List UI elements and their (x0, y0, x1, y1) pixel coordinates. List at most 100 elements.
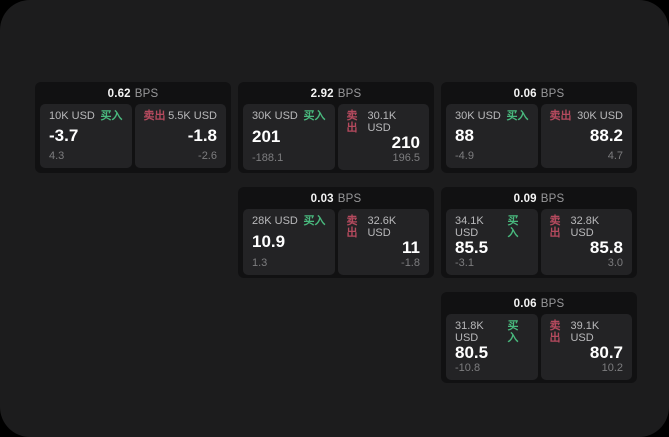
buy-price: 10.9 (252, 232, 286, 251)
sell-quote-panel[interactable]: 卖出 32.8K USD 85.8 3.0 (540, 209, 632, 275)
sell-panel-header: 卖出 30K USD (550, 110, 624, 122)
buy-size-label: 34.1K USD (455, 215, 484, 239)
spread-header: 0.06 BPS (441, 292, 637, 314)
sell-size-label: 32.6K USD (367, 215, 397, 239)
sell-size-label: 5.5K USD (168, 110, 217, 122)
sell-side-label: 卖出 (346, 215, 358, 239)
sell-quote-panel[interactable]: 卖出 30K USD 88.2 4.7 (540, 104, 632, 168)
sell-quote-panel[interactable]: 卖出 39.1K USD 80.7 10.2 (540, 314, 632, 380)
buy-price: 88 (455, 126, 474, 145)
sell-price: 210 (391, 133, 420, 152)
sell-side-label: 卖出 (346, 110, 358, 134)
spread-unit-label: BPS (337, 88, 362, 100)
sell-side-label: 卖出 (143, 110, 166, 122)
buy-sub-value: -188.1 (252, 152, 284, 164)
sell-size-label: 30K USD (577, 110, 623, 122)
sell-sub-value: 196.5 (392, 152, 420, 164)
sell-side-label: 卖出 (549, 215, 561, 239)
sell-sub-value: -1.8 (401, 257, 420, 269)
buy-quote-panel[interactable]: 34.1K USD 买入 85.5 -3.1 (446, 209, 538, 275)
buy-side-label: 买入 (303, 110, 326, 122)
quotes-grid: 0.62 BPS 10K USD 买入 -3.7 4.3 卖出 5.5K USD… (35, 82, 637, 383)
buy-sub-value: -4.9 (455, 150, 474, 162)
spread-unit-label: BPS (540, 193, 565, 205)
spread-header: 0.06 BPS (441, 82, 637, 104)
quote-panels: 30K USD 买入 201 -188.1 卖出 30.1K USD 210 1… (238, 104, 434, 173)
sell-price: 88.2 (589, 126, 623, 145)
quote-panels: 28K USD 买入 10.9 1.3 卖出 32.6K USD 11 -1.8 (238, 209, 434, 278)
quote-card: 0.06 BPS 31.8K USD 买入 80.5 -10.8 卖出 39.1… (441, 292, 637, 383)
buy-side-label: 买入 (507, 320, 519, 344)
spread-header: 0.09 BPS (441, 187, 637, 209)
buy-sub-value: 1.3 (252, 257, 268, 269)
spread-value: 0.06 (513, 298, 537, 310)
sell-quote-panel[interactable]: 卖出 30.1K USD 210 196.5 (337, 104, 429, 170)
buy-sub-value: 4.3 (49, 150, 65, 162)
buy-panel-header: 10K USD 买入 (49, 110, 123, 122)
buy-price: 85.5 (455, 238, 489, 257)
buy-panel-header: 30K USD 买入 (455, 110, 529, 122)
sell-price: 80.7 (589, 343, 623, 362)
sell-size-label: 39.1K USD (570, 320, 600, 344)
buy-size-label: 30K USD (252, 110, 298, 122)
spread-value: 0.62 (107, 88, 131, 100)
sell-panel-header: 卖出 32.8K USD (550, 215, 624, 239)
buy-price: 201 (252, 127, 281, 146)
sell-panel-header: 卖出 30.1K USD (347, 110, 421, 134)
quote-panels: 10K USD 买入 -3.7 4.3 卖出 5.5K USD -1.8 -2.… (35, 104, 231, 173)
quote-card: 2.92 BPS 30K USD 买入 201 -188.1 卖出 30.1K … (238, 82, 434, 173)
sell-panel-header: 卖出 39.1K USD (550, 320, 624, 344)
sell-side-label: 卖出 (549, 110, 572, 122)
sell-panel-header: 卖出 5.5K USD (144, 110, 218, 122)
sell-sub-value: -2.6 (198, 150, 217, 162)
spread-header: 0.03 BPS (238, 187, 434, 209)
buy-panel-header: 28K USD 买入 (252, 215, 326, 227)
sell-panel-header: 卖出 32.6K USD (347, 215, 421, 239)
spread-unit-label: BPS (337, 193, 362, 205)
buy-price: 80.5 (455, 343, 489, 362)
spread-header: 2.92 BPS (238, 82, 434, 104)
buy-panel-header: 31.8K USD 买入 (455, 320, 529, 344)
quote-card: 0.62 BPS 10K USD 买入 -3.7 4.3 卖出 5.5K USD… (35, 82, 231, 173)
sell-quote-panel[interactable]: 卖出 5.5K USD -1.8 -2.6 (134, 104, 226, 168)
buy-size-label: 28K USD (252, 215, 298, 227)
sell-price: -1.8 (187, 126, 217, 145)
sell-price: 11 (402, 238, 420, 257)
spread-unit-label: BPS (540, 298, 565, 310)
buy-quote-panel[interactable]: 30K USD 买入 201 -188.1 (243, 104, 335, 170)
spread-header: 0.62 BPS (35, 82, 231, 104)
sell-size-label: 30.1K USD (367, 110, 397, 134)
buy-quote-panel[interactable]: 30K USD 买入 88 -4.9 (446, 104, 538, 168)
buy-quote-panel[interactable]: 31.8K USD 买入 80.5 -10.8 (446, 314, 538, 380)
buy-price: -3.7 (49, 126, 79, 145)
sell-sub-value: 3.0 (607, 257, 623, 269)
buy-quote-panel[interactable]: 28K USD 买入 10.9 1.3 (243, 209, 335, 275)
buy-sub-value: -10.8 (455, 362, 481, 374)
spread-value: 0.03 (310, 193, 334, 205)
buy-side-label: 买入 (303, 215, 326, 227)
buy-sub-value: -3.1 (455, 257, 474, 269)
quote-panels: 34.1K USD 买入 85.5 -3.1 卖出 32.8K USD 85.8… (441, 209, 637, 278)
quote-card: 0.09 BPS 34.1K USD 买入 85.5 -3.1 卖出 32.8K… (441, 187, 637, 278)
sell-size-label: 32.8K USD (570, 215, 600, 239)
buy-size-label: 30K USD (455, 110, 501, 122)
buy-panel-header: 30K USD 买入 (252, 110, 326, 122)
quote-panels: 30K USD 买入 88 -4.9 卖出 30K USD 88.2 4.7 (441, 104, 637, 173)
sell-quote-panel[interactable]: 卖出 32.6K USD 11 -1.8 (337, 209, 429, 275)
sell-side-label: 卖出 (549, 320, 561, 344)
sell-price: 85.8 (589, 238, 623, 257)
buy-side-label: 买入 (100, 110, 123, 122)
spread-value: 0.06 (513, 88, 537, 100)
buy-panel-header: 34.1K USD 买入 (455, 215, 529, 239)
quote-card: 0.03 BPS 28K USD 买入 10.9 1.3 卖出 32.6K US… (238, 187, 434, 278)
spread-unit-label: BPS (134, 88, 159, 100)
buy-side-label: 买入 (507, 215, 519, 239)
buy-size-label: 10K USD (49, 110, 95, 122)
buy-quote-panel[interactable]: 10K USD 买入 -3.7 4.3 (40, 104, 132, 168)
quote-card: 0.06 BPS 30K USD 买入 88 -4.9 卖出 30K USD 8… (441, 82, 637, 173)
quote-panels: 31.8K USD 买入 80.5 -10.8 卖出 39.1K USD 80.… (441, 314, 637, 383)
sell-sub-value: 10.2 (601, 362, 623, 374)
spread-value: 2.92 (310, 88, 334, 100)
buy-side-label: 买入 (506, 110, 529, 122)
